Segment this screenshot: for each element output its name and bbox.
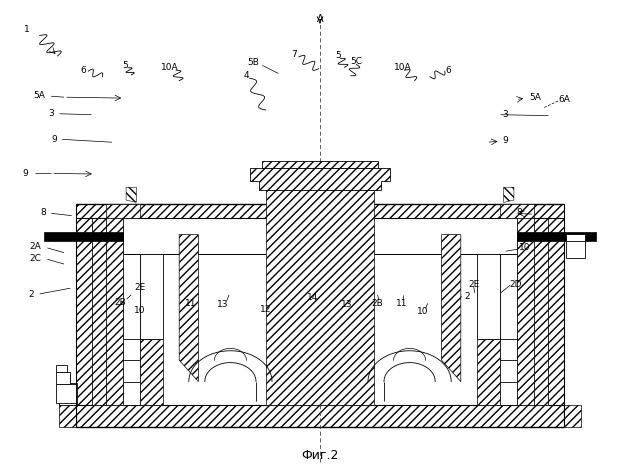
Text: 5C: 5C (351, 57, 362, 66)
Bar (59, 392, 77, 405)
Bar (56, 384, 76, 403)
Text: 5: 5 (335, 52, 340, 60)
Text: 2: 2 (465, 292, 470, 301)
Text: 5: 5 (122, 61, 127, 70)
Polygon shape (442, 235, 461, 382)
Polygon shape (76, 204, 92, 405)
Polygon shape (534, 218, 548, 405)
Bar (56, 365, 67, 372)
Polygon shape (126, 187, 136, 202)
Polygon shape (59, 405, 76, 427)
Bar (566, 234, 585, 241)
Polygon shape (477, 339, 500, 405)
Text: 6A: 6A (559, 95, 570, 104)
Polygon shape (106, 218, 123, 405)
Polygon shape (564, 405, 581, 427)
Text: 8: 8 (41, 208, 46, 217)
Polygon shape (140, 254, 163, 339)
Text: 3: 3 (49, 109, 54, 118)
Text: 1: 1 (24, 25, 29, 34)
Polygon shape (504, 187, 514, 202)
Text: 10: 10 (417, 308, 428, 316)
Text: 5A: 5A (34, 91, 45, 100)
Text: 11: 11 (396, 299, 408, 308)
Polygon shape (179, 235, 198, 382)
Polygon shape (250, 168, 390, 190)
Text: Фиг.2: Фиг.2 (301, 449, 339, 463)
Text: 4: 4 (244, 72, 249, 80)
Text: 2: 2 (28, 291, 33, 299)
Text: 10A: 10A (161, 63, 179, 72)
Text: 10: 10 (134, 306, 145, 315)
Polygon shape (76, 204, 564, 218)
Polygon shape (500, 254, 517, 405)
Text: 10A: 10A (394, 63, 412, 72)
Bar (566, 240, 585, 258)
Text: 9: 9 (52, 135, 57, 144)
Bar (56, 372, 70, 384)
Text: 14: 14 (307, 293, 318, 302)
Text: 2D: 2D (509, 280, 522, 289)
Polygon shape (266, 190, 374, 405)
Polygon shape (92, 218, 106, 405)
Polygon shape (500, 204, 534, 218)
Text: A: A (317, 14, 323, 24)
Polygon shape (76, 405, 564, 427)
Text: 5B: 5B (247, 58, 259, 67)
Text: 6: 6 (445, 66, 451, 74)
Polygon shape (106, 204, 140, 218)
Polygon shape (140, 339, 163, 405)
Polygon shape (548, 204, 564, 405)
Text: 5A: 5A (530, 93, 541, 101)
Text: 9: 9 (23, 169, 28, 178)
Text: 2E: 2E (134, 283, 145, 292)
Text: 13: 13 (341, 300, 353, 309)
Polygon shape (517, 218, 534, 405)
Text: 12: 12 (260, 305, 271, 313)
Text: 7: 7 (292, 50, 297, 59)
Text: 9: 9 (503, 137, 508, 145)
Text: 3: 3 (503, 110, 508, 119)
Text: 2A: 2A (29, 242, 41, 251)
Bar (59, 383, 77, 392)
Bar (44, 232, 123, 241)
Text: 11: 11 (185, 299, 196, 308)
Text: 2B: 2B (372, 299, 383, 308)
Polygon shape (262, 161, 378, 168)
Polygon shape (123, 254, 140, 405)
Text: 8: 8 (517, 208, 522, 217)
Text: 2B: 2B (115, 298, 126, 307)
Text: 2E: 2E (468, 280, 479, 289)
Bar (517, 232, 596, 241)
Polygon shape (477, 254, 500, 339)
Text: 10: 10 (519, 243, 531, 252)
Text: 6: 6 (81, 66, 86, 74)
Text: 2C: 2C (29, 254, 41, 263)
Text: 13: 13 (217, 300, 228, 309)
Bar (59, 375, 70, 383)
